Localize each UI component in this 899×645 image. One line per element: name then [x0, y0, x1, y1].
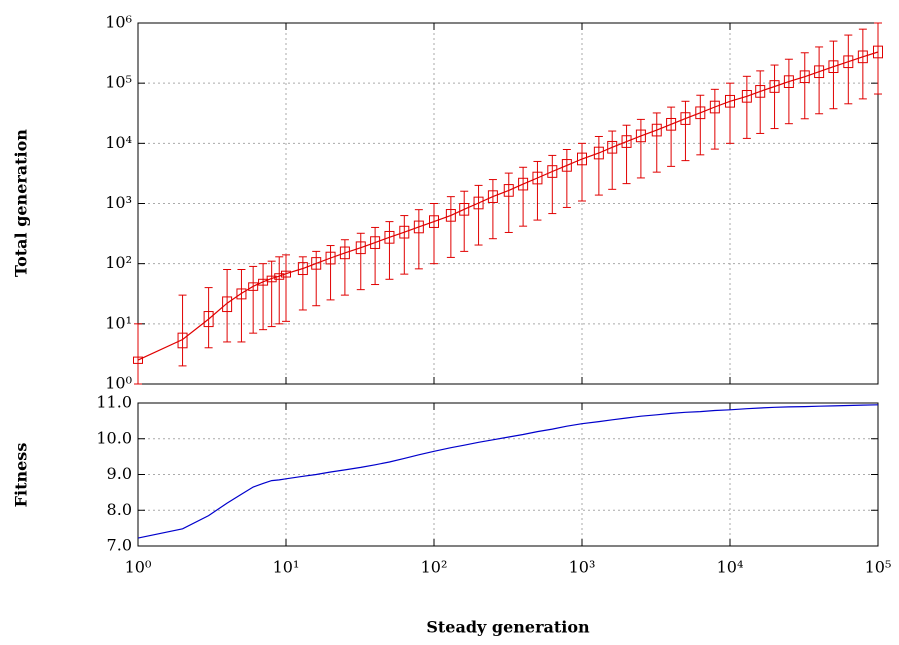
box: [399, 225, 410, 239]
box: [725, 94, 735, 108]
y-tick-label: 9.0: [107, 464, 132, 483]
box: [445, 209, 456, 222]
box: [532, 171, 543, 185]
series-line: [137, 404, 879, 539]
y-tick-label: 10⁵: [105, 73, 132, 92]
box: [547, 165, 558, 178]
box: [843, 55, 854, 69]
box: [413, 220, 424, 234]
box: [857, 50, 868, 64]
box: [709, 100, 720, 114]
y-tick-label: 10.0: [96, 428, 132, 447]
x-axis-label: Steady generation: [426, 618, 590, 637]
box: [593, 146, 604, 160]
box: [297, 262, 308, 276]
box: [248, 282, 259, 291]
box: [370, 236, 381, 249]
box: [799, 70, 810, 84]
box: [281, 270, 291, 278]
x-tick-label: 10⁴: [717, 558, 744, 577]
series-line: [137, 51, 879, 361]
x-tick-label: 10⁰: [125, 558, 152, 577]
box: [680, 112, 691, 125]
box: [755, 85, 766, 98]
y-tick-label: 10²: [105, 253, 132, 272]
box: [814, 65, 825, 79]
box: [459, 203, 470, 216]
box: [873, 45, 883, 59]
x-tick-label: 10²: [421, 558, 448, 577]
box: [133, 356, 143, 364]
box: [311, 257, 322, 270]
y-axis-label: Total generation: [12, 129, 31, 277]
y-tick-label: 7.0: [107, 536, 132, 555]
box: [695, 106, 706, 120]
box: [621, 135, 632, 148]
x-tick-label: 10⁵: [865, 558, 892, 577]
box: [518, 177, 529, 191]
box: [741, 90, 752, 103]
y-tick-label: 11.0: [96, 393, 132, 412]
box: [651, 123, 662, 137]
box: [577, 152, 587, 166]
y-tick-label: 8.0: [107, 500, 132, 519]
y-tick-label: 10³: [105, 193, 132, 212]
y-axis-label: Fitness: [12, 443, 31, 508]
y-tick-label: 10¹: [105, 313, 132, 332]
box: [607, 140, 618, 154]
box: [503, 184, 514, 197]
box: [203, 311, 214, 328]
box: [666, 117, 677, 131]
box: [487, 190, 498, 203]
plot-frame: [137, 402, 879, 547]
box: [325, 251, 336, 265]
box: [339, 246, 350, 260]
x-tick-label: 10¹: [273, 558, 300, 577]
box: [429, 215, 439, 228]
box: [769, 80, 780, 93]
box: [473, 196, 484, 210]
box: [828, 60, 839, 74]
x-tick-label: 10³: [569, 558, 596, 577]
box: [222, 296, 233, 313]
box: [355, 241, 366, 255]
plot-frame: [137, 22, 879, 385]
box: [177, 332, 188, 349]
box: [635, 129, 646, 143]
box: [783, 75, 794, 88]
box: [561, 159, 572, 172]
y-tick-label: 10⁰: [105, 374, 132, 393]
y-tick-label: 10⁶: [105, 13, 132, 32]
y-tick-label: 10⁴: [105, 133, 132, 152]
box: [384, 230, 395, 244]
box: [236, 288, 247, 300]
